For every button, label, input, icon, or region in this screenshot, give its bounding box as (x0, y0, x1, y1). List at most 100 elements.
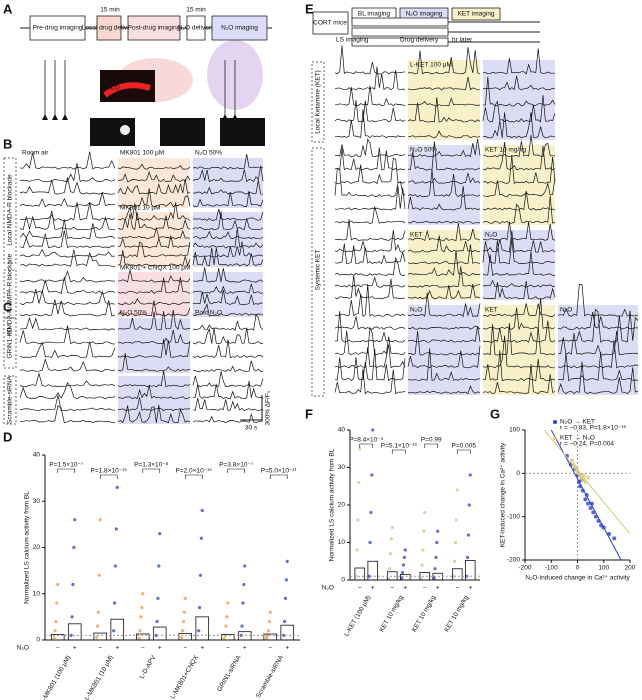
trace (482, 281, 556, 300)
trace (19, 230, 116, 249)
trace (334, 219, 406, 241)
trace (19, 202, 116, 221)
trace (482, 350, 556, 382)
data-point (586, 501, 590, 506)
data-point (435, 540, 439, 545)
trace (482, 320, 556, 343)
trace (117, 188, 191, 208)
data-point (358, 447, 362, 451)
p-value: P=2.0×10⁻¹⁵ (176, 468, 213, 475)
trace (407, 235, 481, 253)
data-point (55, 601, 59, 605)
data-point (141, 592, 145, 596)
trace (482, 230, 556, 253)
data-point (285, 559, 289, 563)
y-axis-label: Normalized LS calcium activity from BL (24, 491, 31, 604)
condition-label: N₂O 50% (410, 147, 437, 154)
bracket (269, 474, 288, 479)
step-label: Post-drug imaging (128, 25, 181, 32)
condition-bg (118, 158, 190, 208)
trace (482, 279, 556, 288)
trace (334, 311, 406, 343)
trace (192, 339, 264, 359)
trace (482, 48, 555, 75)
data-point (387, 576, 391, 580)
scale-bar (240, 395, 263, 421)
data-point (155, 619, 159, 624)
bar (354, 567, 366, 581)
trace (334, 138, 406, 158)
trace (334, 109, 406, 139)
sign-label: − (423, 585, 427, 592)
trace (19, 358, 116, 372)
condition-bg (408, 230, 480, 300)
data-point (265, 636, 269, 640)
image-label: mCD (105, 85, 120, 92)
condition-label: Post N₂O (195, 310, 222, 317)
trace (407, 385, 481, 395)
trace (117, 179, 191, 195)
x-tick-label: L-MK801+CNQX (169, 654, 200, 700)
trace (117, 339, 191, 358)
condition-bg (118, 318, 190, 373)
data-point (420, 563, 424, 567)
p-value: P=0.99 (421, 437, 442, 444)
condition-bg (483, 230, 555, 300)
side-label: Drug delivery (400, 37, 439, 44)
p-value: P=1.3×10⁻⁸ (134, 462, 169, 469)
trace (334, 275, 406, 300)
trace (407, 348, 481, 381)
sign-label: + (285, 645, 289, 652)
step-box (96, 15, 122, 41)
data-point (137, 636, 141, 640)
trace (19, 270, 116, 283)
trace (192, 154, 264, 170)
trace (117, 226, 191, 240)
sign-label: + (371, 585, 375, 592)
trace (482, 177, 556, 198)
trace (19, 341, 116, 359)
trace (117, 212, 191, 231)
trace (192, 190, 264, 207)
data-point (436, 529, 440, 533)
trace (117, 277, 191, 294)
trace (482, 195, 556, 225)
trace (557, 361, 639, 395)
trace (117, 298, 191, 306)
step-label: N₂O delivery (178, 25, 215, 32)
data-point (612, 536, 617, 541)
y-axis-label: Normalized LS calcium activity from BL (329, 448, 336, 561)
step-box (127, 15, 181, 41)
trace (19, 325, 116, 345)
bar (152, 626, 167, 641)
x-tick-label: L-MK801 (100 μM) (39, 654, 72, 700)
data-point (154, 633, 158, 637)
y-tick-label: -100 (507, 513, 520, 520)
trace (407, 331, 481, 356)
data-point (268, 610, 272, 614)
data-point (96, 610, 101, 614)
data-point (113, 564, 118, 568)
trace (482, 298, 556, 331)
schematic-art (42, 40, 265, 146)
trace (192, 303, 264, 317)
data-point (138, 629, 142, 633)
data-point (400, 576, 404, 580)
data-point (588, 506, 593, 510)
step-box (351, 27, 449, 37)
trace (334, 206, 406, 224)
trace (557, 340, 639, 369)
data-point (157, 564, 161, 568)
trace (117, 202, 191, 221)
trace (117, 269, 191, 283)
sign-label: − (268, 645, 272, 652)
trace (19, 192, 116, 208)
data-point (112, 601, 117, 605)
data-point (583, 497, 588, 502)
trace (19, 248, 116, 258)
sign-label: + (158, 645, 162, 652)
data-point (70, 615, 74, 619)
data-point (423, 510, 427, 515)
bar (464, 560, 476, 581)
trace (19, 395, 116, 412)
